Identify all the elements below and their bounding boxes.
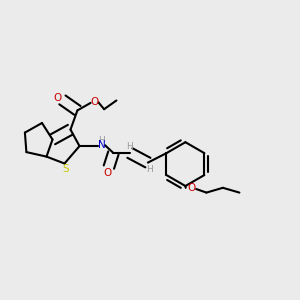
Text: H: H <box>127 142 133 151</box>
Text: H: H <box>98 136 105 145</box>
Text: H: H <box>146 165 153 174</box>
Text: O: O <box>53 93 61 103</box>
Text: S: S <box>63 164 69 175</box>
Text: N: N <box>98 140 105 150</box>
Text: O: O <box>188 183 196 194</box>
Text: O: O <box>91 97 99 107</box>
Text: O: O <box>103 167 112 178</box>
